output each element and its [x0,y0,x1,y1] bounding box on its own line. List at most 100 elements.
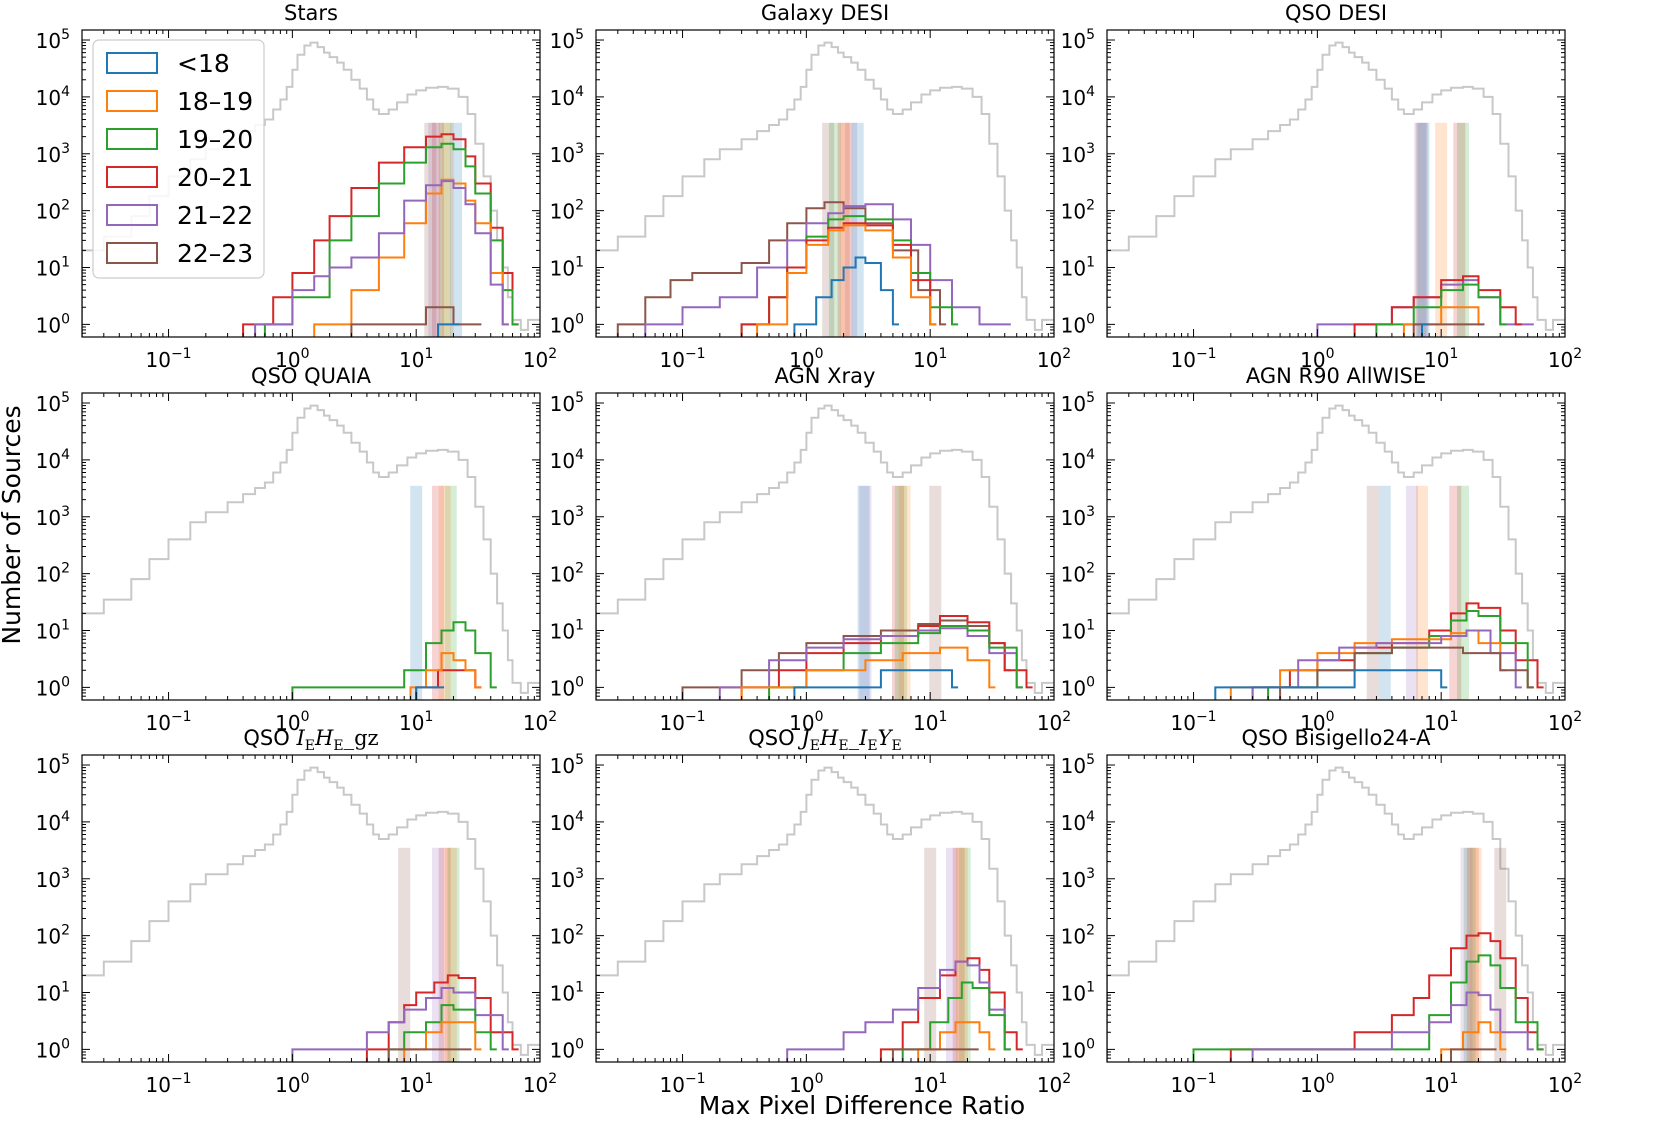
median-band-22-23 [1366,485,1379,700]
series-lt18 [1421,323,1429,337]
tick-label-y: 105 [550,390,584,416]
series-22-23 [1450,1048,1497,1062]
tick-label-y: 103 [1061,866,1095,892]
legend-swatch-18-19 [106,90,158,112]
tick-label-y: 100 [550,674,584,700]
plot-area [596,404,1054,700]
panel-3: 10−1 100 101 102 100 101 102 103 104 105 QSO DESI [1061,1,1583,372]
tick-label-y: 101 [36,980,70,1006]
panel-title: QSO JEHE_IEYE [748,726,901,754]
panel-title: Galaxy DESI [761,1,889,25]
tick-label-x: 102 [1548,1071,1582,1097]
tick-label-y: 100 [1061,674,1095,700]
panel-6: 10−1 100 101 102 100 101 102 103 104 105 AGN R90 A… [1061,364,1583,735]
legend-swatch-20-21 [106,166,158,188]
median-band-19-20 [894,485,907,700]
tick-label-x: 101 [1424,346,1458,372]
panel-title: QSO Bisigello24-A [1241,726,1431,750]
tick-label-y: 104 [1061,447,1095,473]
tick-label-x: 100 [789,1071,823,1097]
tick-label-x: 100 [275,346,309,372]
tick-label-y: 105 [36,752,70,778]
panel-title: QSO IEHE_gz [243,726,378,754]
tick-label-x: 100 [275,1071,309,1097]
median-band-lt18 [857,485,870,700]
tick-label-x: 10−1 [145,709,191,735]
all-sources-histogram [82,766,540,1062]
median-band-18-19 [1469,847,1482,1062]
plot-area [1107,41,1565,337]
all-sources-histogram [1107,404,1565,700]
panels: 10−1 100 101 102 100 101 102 103 104 105 Stars <18 1… [36,1,1583,1097]
all-sources-histogram [82,404,540,700]
series-21-22 [786,960,1011,1062]
median-band-18-19 [1435,122,1448,337]
legend-swatch-lt18 [106,52,158,74]
series-21-22 [254,180,509,337]
median-band-22-23 [424,122,437,337]
tick-label-y: 101 [1061,980,1095,1006]
panel-9: 10−1 100 101 102 100 101 102 103 104 105 QSO Bisig… [1061,726,1583,1097]
tick-label-y: 104 [1061,84,1095,110]
median-band-19-20 [958,847,971,1062]
median-band-20-21 [432,122,444,337]
tick-label-x: 100 [275,709,309,735]
tick-label-y: 105 [1061,390,1095,416]
median-band-lt18 [1417,122,1430,337]
tick-label-x: 10−1 [145,1071,191,1097]
legend-label-22-23: 22–23 [177,239,253,268]
tick-label-y: 102 [1061,561,1095,587]
panel-title: AGN Xray [775,364,876,388]
median-band-18-19 [438,485,451,700]
series-22-23 [387,1048,472,1062]
median-band-21-22 [428,122,441,337]
tick-label-y: 103 [1061,141,1095,167]
tick-label-x: 100 [1300,709,1334,735]
legend-swatch-21-22 [106,204,158,226]
tick-label-x: 101 [1424,709,1458,735]
tick-label-x: 101 [913,346,947,372]
series-20-21 [1229,932,1544,1062]
series-lt18 [437,323,460,337]
panel-5: 10−1 100 101 102 100 101 102 103 104 105 AGN Xray [550,364,1072,735]
median-band-18-19 [955,847,968,1062]
median-band-19-20 [1463,847,1476,1062]
median-band-lt18 [410,485,423,700]
tick-label-y: 104 [550,809,584,835]
series-18-19 [1229,629,1507,700]
tick-label-x: 100 [1300,1071,1334,1097]
tick-label-x: 102 [523,709,557,735]
axes-frame [81,754,541,1063]
tick-label-y: 103 [550,866,584,892]
series-21-22 [1251,991,1534,1062]
tick-label-y: 105 [36,27,70,53]
median-band-21-22 [859,485,872,700]
y-axis-label: Number of Sources [0,405,26,644]
tick-label-y: 103 [550,504,584,530]
all-sources-histogram [1107,41,1565,337]
tick-label-y: 100 [550,311,584,337]
panel-4: 10−1 100 101 102 100 101 102 103 104 105 QSO QUAIA [36,364,558,735]
plot-area [82,404,540,700]
median-band-22-23 [924,847,937,1062]
median-band-19-20 [438,122,451,337]
series-22-23 [350,306,482,337]
median-band-18-19 [441,122,454,337]
median-band-22-23 [929,485,942,700]
tick-label-x: 10−1 [1170,709,1216,735]
series-19-20 [291,621,497,700]
legend-label-lt18: <18 [177,49,230,78]
tick-label-x: 10−1 [1170,1071,1216,1097]
panel-2: 10−1 100 101 102 100 101 102 103 104 105 Galaxy DE… [550,1,1072,372]
plot-area [596,766,1054,1062]
tick-label-x: 10−1 [1170,346,1216,372]
series-18-19 [740,646,996,700]
median-band-lt18 [1378,485,1391,700]
series-19-20 [263,142,519,337]
series-lt18 [793,256,899,337]
tick-label-y: 102 [36,923,70,949]
series-20-21 [242,133,519,337]
legend-swatch-19-20 [106,128,158,150]
tick-label-x: 102 [1037,1071,1071,1097]
tick-label-x: 101 [1424,1071,1458,1097]
